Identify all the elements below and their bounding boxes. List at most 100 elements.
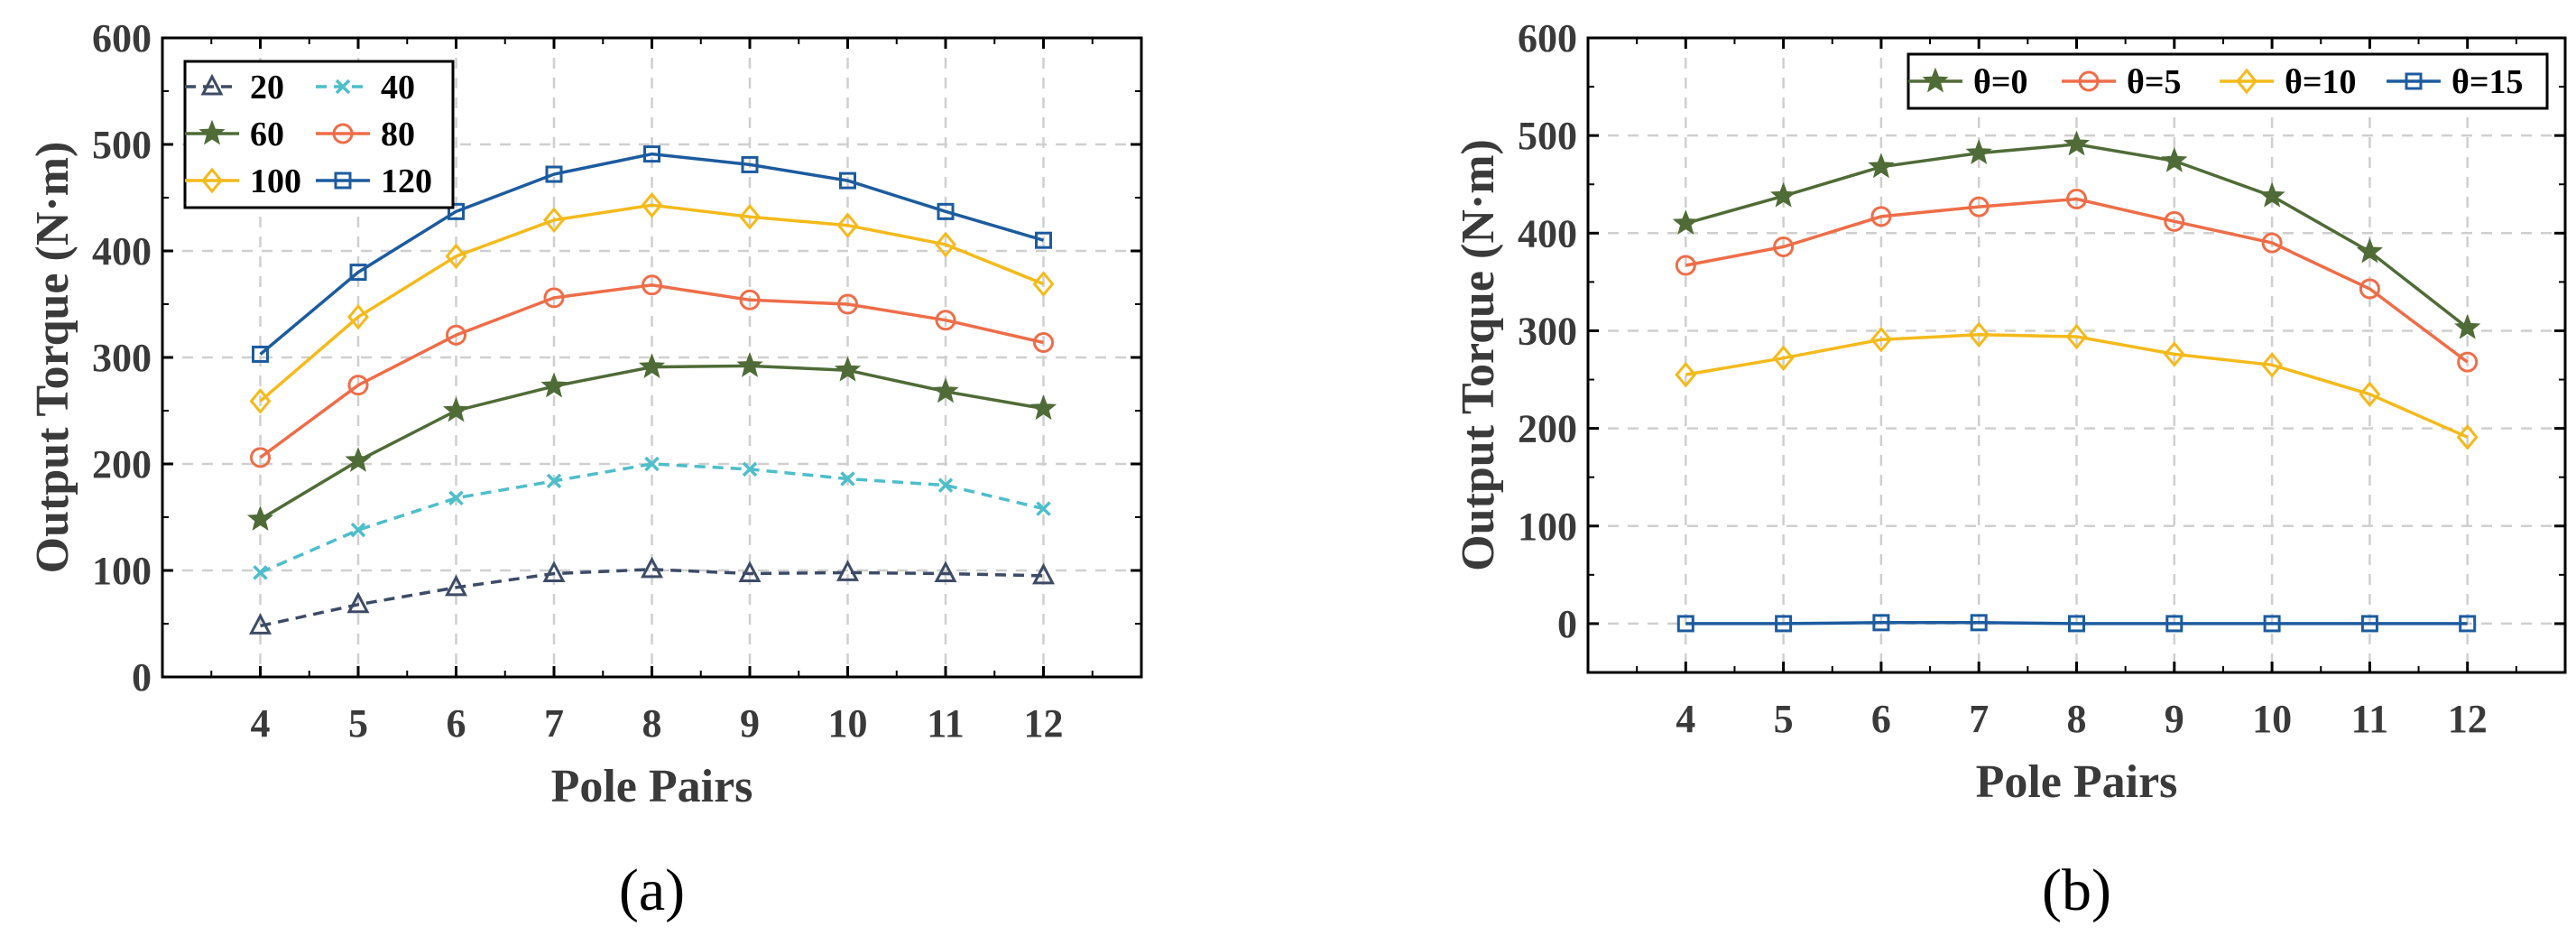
data-point: [935, 310, 956, 331]
x-tick-label: 4: [1676, 697, 1695, 741]
data-point: [1872, 614, 1890, 632]
x-tick-label: 6: [1871, 697, 1891, 741]
data-point: [2360, 615, 2378, 633]
x-tick-label: 9: [2165, 697, 2184, 741]
legend-label: θ=0: [1973, 63, 2028, 101]
data-point: [2261, 232, 2283, 254]
legend-marker: [334, 171, 352, 190]
data-point: [2457, 351, 2479, 373]
data-point: [741, 155, 759, 173]
data-point: [834, 356, 862, 382]
data-point: [542, 561, 566, 583]
legend-marker: [332, 123, 354, 144]
data-point: [1775, 615, 1793, 633]
y-tick-label: 0: [1557, 602, 1577, 646]
data-point: [836, 212, 859, 239]
data-point: [1672, 209, 1699, 235]
data-point: [448, 202, 465, 220]
legend-marker: [335, 79, 351, 95]
y-tick-label: 100: [92, 549, 152, 593]
data-point: [1032, 562, 1055, 585]
data-point: [246, 505, 274, 531]
data-point: [1675, 361, 1697, 388]
data-point: [739, 289, 761, 310]
x-tick-label: 10: [828, 701, 868, 746]
x-tick-label: 12: [2448, 697, 2488, 741]
data-point: [347, 375, 369, 396]
data-point: [2356, 237, 2384, 264]
data-point: [1676, 615, 1694, 633]
data-point: [1868, 153, 1895, 179]
data-point: [540, 372, 568, 398]
series-40: [253, 456, 1051, 580]
data-point: [249, 388, 272, 414]
series-20: [249, 556, 1055, 635]
legend-item: 120: [316, 162, 432, 200]
data-point: [543, 207, 565, 234]
x-tick-label: 11: [927, 701, 965, 746]
data-point: [1772, 345, 1795, 372]
data-point: [1032, 271, 1055, 297]
legend-item: 80: [316, 116, 415, 153]
data-point: [2165, 615, 2184, 633]
data-point: [736, 351, 763, 377]
data-point: [937, 477, 954, 493]
y-tick-label: 200: [1518, 407, 1577, 451]
data-point: [1769, 181, 1797, 208]
legend-item: θ=15: [2387, 63, 2524, 101]
y-tick-label: 600: [1518, 16, 1577, 60]
data-point: [2164, 210, 2185, 232]
legend-label: 100: [250, 162, 301, 200]
data-point: [445, 243, 467, 270]
data-point: [1968, 196, 1990, 218]
y-tick-label: 500: [92, 123, 152, 167]
data-point: [349, 264, 367, 282]
data-point: [345, 447, 372, 472]
legend-label: 20: [250, 69, 284, 107]
data-point: [1029, 394, 1057, 421]
series-100: [249, 191, 1055, 414]
x-tick-label: 5: [1774, 697, 1794, 741]
series-5: [1675, 188, 2479, 373]
data-point: [739, 203, 761, 230]
data-point: [448, 490, 464, 505]
data-point: [937, 202, 955, 220]
data-point: [638, 353, 666, 379]
data-point: [253, 565, 268, 580]
panel-label: (b): [2042, 857, 2111, 923]
data-point: [2456, 424, 2479, 450]
data-point: [840, 471, 855, 487]
data-point: [2063, 130, 2091, 156]
data-point: [543, 287, 565, 309]
legend-marker: [199, 119, 226, 145]
legend-marker: [2405, 72, 2423, 90]
data-point: [2066, 188, 2087, 209]
legend-item: 60: [185, 116, 284, 153]
data-point: [2261, 351, 2284, 378]
data-point: [2163, 341, 2185, 367]
legend-label: 80: [381, 116, 415, 153]
series-line: [1685, 197, 2469, 364]
x-axis-title: Pole Pairs: [551, 761, 753, 812]
series-15: [1676, 614, 2477, 633]
legend-item: 100: [185, 162, 301, 200]
series-line: [259, 462, 1044, 575]
series-80: [250, 274, 1054, 468]
data-point: [1773, 236, 1795, 257]
y-tick-label: 600: [92, 16, 152, 60]
x-tick-label: 8: [642, 701, 662, 746]
legend-marker: [2236, 68, 2257, 95]
panel-label: (a): [619, 857, 685, 923]
x-axis-title: Pole Pairs: [1976, 756, 2178, 808]
x-tick-label: 11: [2351, 697, 2389, 741]
legend-label: θ=15: [2451, 63, 2524, 101]
data-point: [2258, 181, 2285, 208]
data-point: [2065, 323, 2088, 350]
data-point: [1036, 501, 1051, 516]
legend-item: θ=0: [1908, 63, 2028, 101]
series-line: [260, 568, 1044, 628]
data-point: [643, 145, 660, 163]
data-point: [546, 473, 562, 489]
chart-panel-b: 4 5 6 7 8 9 10 11 12 0 100 200 300 400 500 600 Pole Pair…: [1453, 16, 2567, 923]
